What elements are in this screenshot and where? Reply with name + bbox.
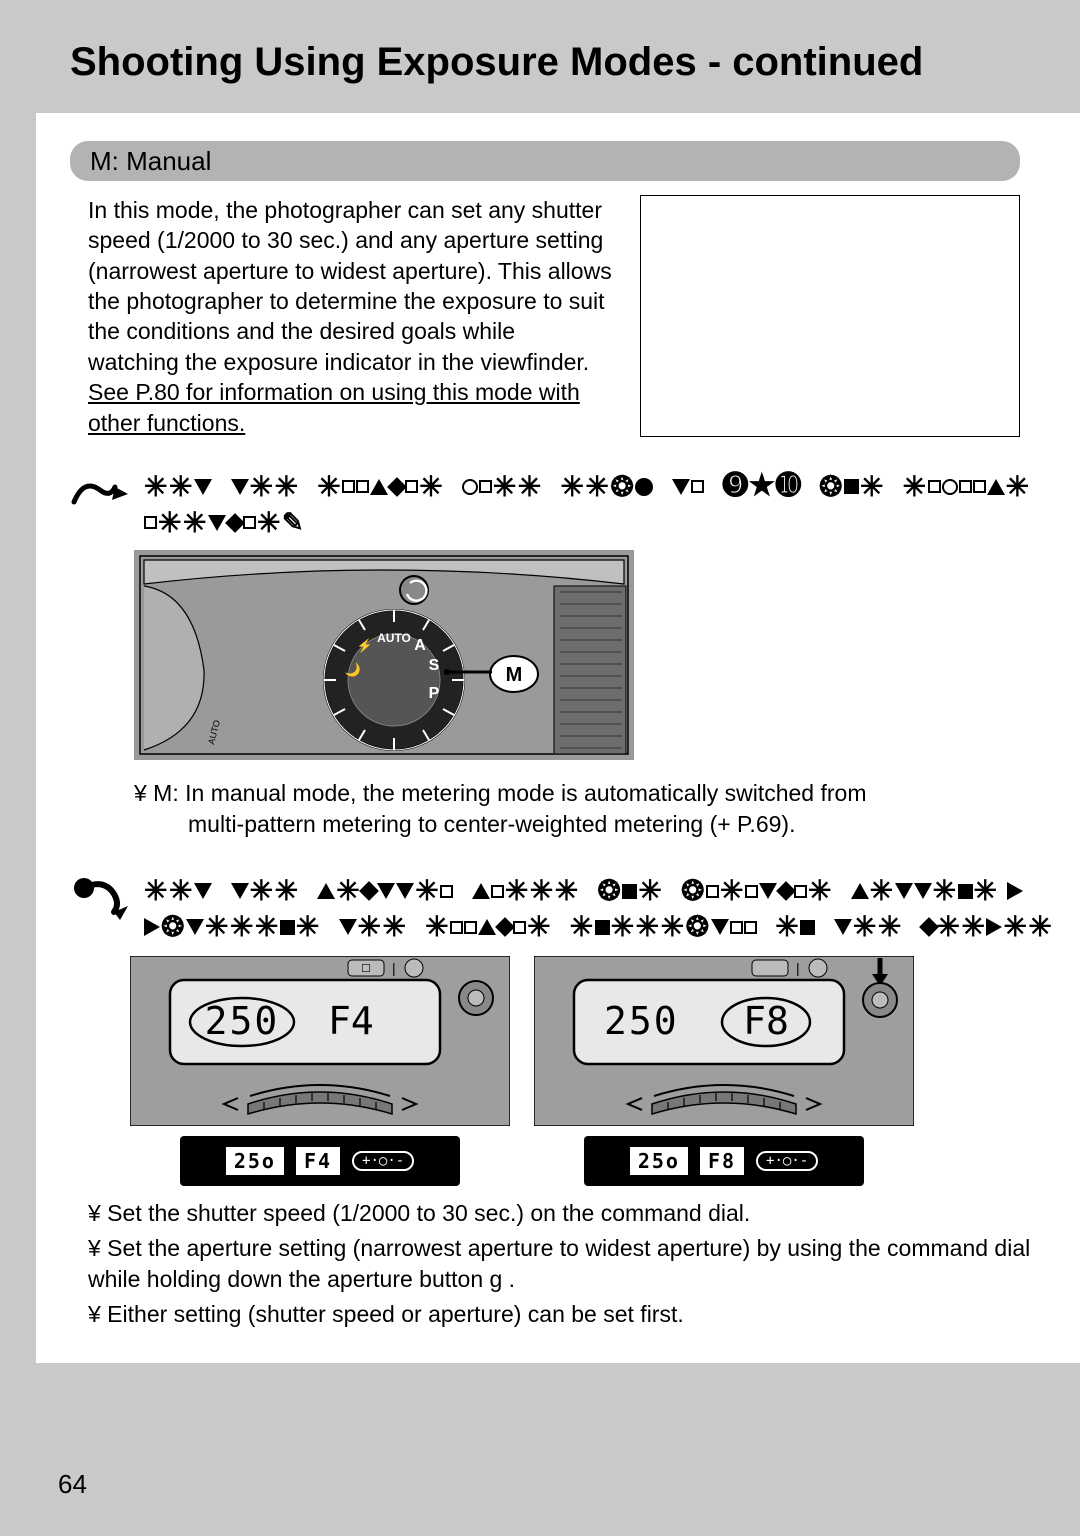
step-1-garbled-text: ✳✳ ✳✳ ✳✳ ✳✳ ✳✳❂ ➒★➓ ❂✳ ✳✳ ✳✳✳✎	[144, 468, 1031, 540]
vf-right-aperture: F8	[700, 1147, 744, 1175]
lcd-left-shutter: 250	[205, 999, 280, 1043]
sample-photo-placeholder	[640, 195, 1020, 437]
svg-text:⚡: ⚡	[357, 638, 373, 654]
svg-text:🌙: 🌙	[345, 662, 361, 678]
step-2-icon	[70, 874, 130, 922]
lcd-right-shutter: 250	[604, 999, 679, 1043]
step-2-bullets: ¥ Set the shutter speed (1/2000 to 30 se…	[88, 1198, 1060, 1330]
svg-text:|: |	[392, 960, 396, 976]
bullet-2-text: ¥ Set the aperture setting (narrowest ap…	[88, 1235, 1030, 1292]
step-2-row: ✳✳ ✳✳ ✳✳ ✳✳✳ ❂✳ ❂✳✳ ✳✳✳ ❂✳✳✳✳ ✳✳ ✳✳ ✳✳✳✳…	[70, 872, 1080, 944]
vf-right-shutter: 25o	[630, 1147, 688, 1175]
lcd-right-image: | 250 F8	[534, 956, 914, 1126]
bullet-1: ¥ Set the shutter speed (1/2000 to 30 se…	[88, 1198, 1060, 1229]
svg-text:AUTO: AUTO	[377, 631, 411, 645]
lcd-left-image: ☐ | 250 F4	[130, 956, 510, 1126]
vf-left-aperture: F4	[296, 1147, 340, 1175]
svg-text:P: P	[429, 685, 440, 702]
intro-row: In this mode, the photographer can set a…	[70, 195, 1020, 438]
viewfinder-strip-right: 25o F8 +·○·-	[584, 1136, 864, 1186]
svg-text:S: S	[429, 657, 440, 674]
svg-text:☐: ☐	[361, 963, 371, 975]
step-2-garbled-text: ✳✳ ✳✳ ✳✳ ✳✳✳ ❂✳ ❂✳✳ ✳✳✳ ❂✳✳✳✳ ✳✳ ✳✳ ✳✳✳✳…	[144, 872, 1053, 944]
lcd-left-ap: F4	[328, 999, 374, 1043]
lcd-row: ☐ | 250 F4	[130, 956, 1080, 1186]
step-1-icon	[70, 470, 130, 514]
content-panel: M: Manual In this mode, the photographer…	[36, 113, 1080, 1363]
note-prefix: ¥ M:	[134, 780, 185, 806]
camera-dial-image: AUTO A S P ⚡ 🌙 M AUTO	[134, 550, 634, 760]
note-line2: multi-pattern metering to center-weighte…	[134, 809, 1020, 840]
svg-text:M: M	[506, 664, 523, 686]
note-line1: In manual mode, the metering mode is aut…	[185, 780, 866, 806]
intro-body: In this mode, the photographer can set a…	[88, 197, 612, 375]
intro-text: In this mode, the photographer can set a…	[88, 195, 612, 438]
svg-text:A: A	[414, 637, 426, 654]
vf-left-shutter: 25o	[226, 1147, 284, 1175]
svg-text:|: |	[796, 960, 800, 976]
step-1-row: ✳✳ ✳✳ ✳✳ ✳✳ ✳✳❂ ➒★➓ ❂✳ ✳✳ ✳✳✳✎	[70, 468, 1080, 540]
section-heading: M: Manual	[70, 141, 1020, 181]
vf-right-indicator: +·○·-	[756, 1151, 818, 1171]
bullet-3: ¥ Either setting (shutter speed or apert…	[88, 1299, 1060, 1330]
page-title: Shooting Using Exposure Modes - continue…	[70, 40, 1030, 85]
bullet-2: ¥ Set the aperture setting (narrowest ap…	[88, 1233, 1060, 1295]
lcd-left-wrap: ☐ | 250 F4	[130, 956, 510, 1186]
step-1-note: ¥ M: In manual mode, the metering mode i…	[134, 778, 1020, 840]
lcd-right-ap: F8	[743, 999, 789, 1043]
lcd-right-wrap: | 250 F8	[534, 956, 914, 1186]
vf-left-indicator: +·○·-	[352, 1151, 414, 1171]
viewfinder-strip-left: 25o F4 +·○·-	[180, 1136, 460, 1186]
see-also-link: See P.80 for information on using this m…	[88, 377, 612, 438]
page-number: 64	[58, 1469, 87, 1500]
